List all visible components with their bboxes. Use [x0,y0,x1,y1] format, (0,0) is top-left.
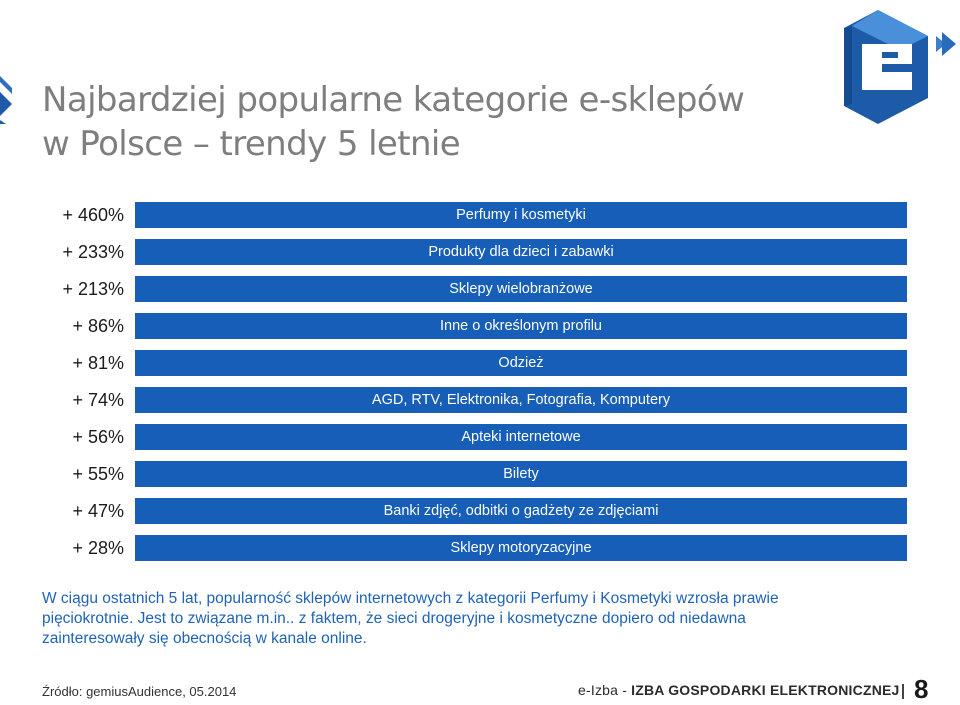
growth-value: + 81% [72,353,124,373]
growth-value: + 56% [72,427,124,447]
page-number: 8 [914,674,929,704]
title-line-1: Najbardziej popularne kategorie e-sklepó… [42,80,745,120]
category-row: + 233% Produkty dla dzieci i zabawki [0,239,960,265]
brand-name: IZBA GOSPODARKI ELEKTRONICZNEJ [631,682,900,698]
footer-divider [902,684,904,699]
category-row: + 55% Bilety [0,461,960,487]
chevron-arrow-icon [0,76,12,124]
slide-title: Najbardziej popularne kategorie e-sklepó… [42,78,822,166]
growth-value: + 55% [72,464,124,484]
growth-value: + 213% [62,279,124,299]
summary-text: W ciągu ostatnich 5 lat, popularność skl… [42,589,922,649]
summary-line-1: W ciągu ostatnich 5 lat, popularność skl… [42,590,779,607]
category-row: + 47% Banki zdjęć, odbitki o gadżety ze … [0,498,960,524]
footer-brand: e-Izba - IZBA GOSPODARKI ELEKTRONICZNEJ [578,682,900,698]
category-row: + 213% Sklepy wielobranżowe [0,276,960,302]
growth-value: + 460% [62,205,124,225]
category-bar: Apteki internetowe [135,424,907,450]
title-line-2: w Polsce – trendy 5 letnie [42,124,461,164]
category-row: + 81% Odzież [0,350,960,376]
growth-value: + 47% [72,501,124,521]
category-bar: Inne o określonym profilu [135,313,907,339]
category-bar: Perfumy i kosmetyki [135,202,907,228]
category-row: + 56% Apteki internetowe [0,424,960,450]
category-bar: Sklepy motoryzacyjne [135,535,907,561]
category-bar: Produkty dla dzieci i zabawki [135,239,907,265]
source-note: Źródło: gemiusAudience, 05.2014 [42,684,237,699]
category-bar: Banki zdjęć, odbitki o gadżety ze zdjęci… [135,498,907,524]
brand-prefix: e-Izba - [578,682,632,698]
category-bar: AGD, RTV, Elektronika, Fotografia, Kompu… [135,387,907,413]
growth-value: + 74% [72,390,124,410]
category-bar: Bilety [135,461,907,487]
category-bar: Odzież [135,350,907,376]
summary-line-2: pięciokrotnie. Jest to związane m.in.. z… [42,610,746,627]
category-row: + 460% Perfumy i kosmetyki [0,202,960,228]
category-row: + 28% Sklepy motoryzacyjne [0,535,960,561]
growth-value: + 28% [72,538,124,558]
growth-value: + 233% [62,242,124,262]
category-row: + 74% AGD, RTV, Elektronika, Fotografia,… [0,387,960,413]
e-izba-logo [844,10,956,124]
category-bar: Sklepy wielobranżowe [135,276,907,302]
category-row: + 86% Inne o określonym profilu [0,313,960,339]
growth-value: + 86% [72,316,124,336]
summary-line-3: zainteresowały się obecnością w kanale o… [42,630,367,647]
